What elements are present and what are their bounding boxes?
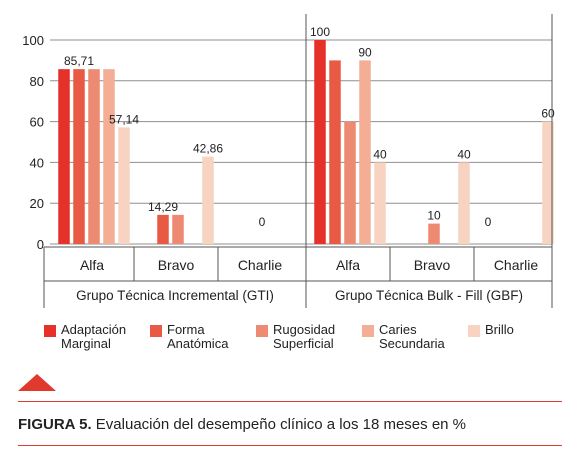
category-label: Alfa xyxy=(336,257,360,273)
legend: Adaptación Marginal Forma Anatómica Rugo… xyxy=(44,323,544,357)
data-label: 40 xyxy=(373,147,387,161)
legend-swatch xyxy=(150,325,162,337)
legend-swatch xyxy=(256,325,268,337)
bar xyxy=(157,214,169,244)
bar xyxy=(202,156,214,244)
data-label: 57,14 xyxy=(109,112,139,126)
legend-item-caries-secundaria: Caries Secundaria xyxy=(362,323,445,351)
bar xyxy=(314,40,326,244)
bar xyxy=(359,60,371,245)
legend-swatch xyxy=(468,325,480,337)
bar xyxy=(458,162,470,244)
legend-item-brillo: Brillo xyxy=(468,323,514,337)
category-label: Charlie xyxy=(494,257,539,273)
bar xyxy=(103,69,115,244)
bar xyxy=(344,121,356,244)
legend-item-forma-anatomica: Forma Anatómica xyxy=(150,323,228,351)
y-tick-label: 20 xyxy=(30,196,44,211)
legend-swatch xyxy=(362,325,374,337)
bar xyxy=(172,214,184,244)
bar xyxy=(542,121,554,244)
bar xyxy=(88,69,100,244)
bar xyxy=(329,60,341,245)
legend-label: Rugosidad Superficial xyxy=(273,322,336,351)
y-tick-label: 80 xyxy=(30,74,44,89)
legend-item-adaptacion-marginal: Adaptación Marginal xyxy=(44,323,126,351)
legend-swatch xyxy=(44,325,56,337)
caption-bottom-rule xyxy=(18,445,562,446)
category-label: Bravo xyxy=(158,257,195,273)
data-label: 0 xyxy=(259,215,266,229)
figure-caption: FIGURA 5. Evaluación del desempeño clíni… xyxy=(18,416,466,433)
bar xyxy=(374,162,386,244)
data-label: 100 xyxy=(310,25,330,39)
data-label: 90 xyxy=(358,45,372,59)
figure-label: FIGURA 5. xyxy=(18,416,92,433)
y-tick-label: 100 xyxy=(22,33,44,48)
caption-top-rule xyxy=(18,401,562,402)
legend-label: Caries Secundaria xyxy=(379,322,445,351)
data-label: 40 xyxy=(457,147,471,161)
bar xyxy=(428,223,440,244)
bar xyxy=(58,69,70,244)
data-label: 60 xyxy=(541,107,555,121)
data-label: 0 xyxy=(485,215,492,229)
figure-caption-text: Evaluación del desempeño clínico a los 1… xyxy=(91,416,467,433)
legend-label: Brillo xyxy=(485,322,514,337)
category-label: Alfa xyxy=(80,257,104,273)
group-label: Grupo Técnica Bulk - Fill (GBF) xyxy=(335,288,523,303)
category-label: Charlie xyxy=(238,257,283,273)
y-tick-label: 60 xyxy=(30,115,44,130)
group-label: Grupo Técnica Incremental (GTI) xyxy=(76,288,274,303)
bar-chart: 02040608010085,7157,1414,2942,8601009040… xyxy=(22,14,575,308)
triangle-marker-icon xyxy=(18,374,56,391)
data-label: 10 xyxy=(427,209,441,223)
data-label: 42,86 xyxy=(193,142,223,156)
data-label: 85,71 xyxy=(64,54,94,68)
y-tick-label: 40 xyxy=(30,155,44,170)
bar xyxy=(118,127,130,244)
y-tick-label: 0 xyxy=(37,237,44,252)
legend-item-rugosidad-superficial: Rugosidad Superficial xyxy=(256,323,335,351)
bar xyxy=(73,69,85,244)
legend-label: Forma Anatómica xyxy=(167,322,229,351)
category-label: Bravo xyxy=(414,257,451,273)
data-label: 14,29 xyxy=(148,200,178,214)
legend-label: Adaptación Marginal xyxy=(61,322,127,351)
